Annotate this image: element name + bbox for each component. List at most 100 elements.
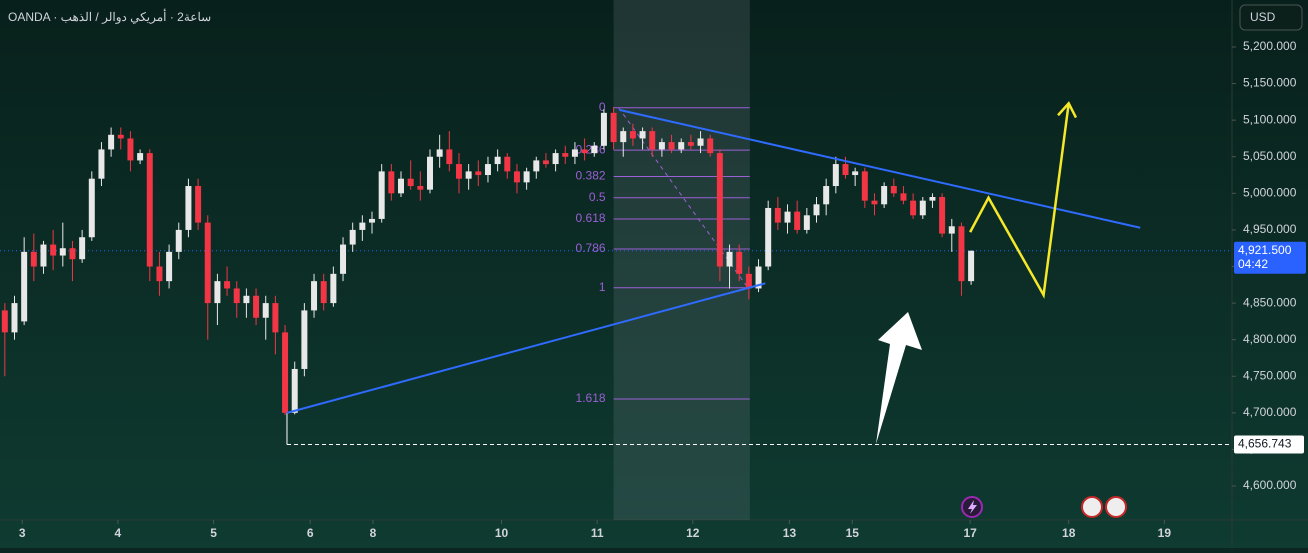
candle-body	[881, 186, 888, 205]
candle-body	[900, 193, 907, 201]
candle-body	[794, 211, 801, 230]
x-tick-label: 10	[495, 526, 509, 540]
candle-body	[30, 251, 37, 267]
x-tick-label: 19	[1158, 526, 1172, 540]
candle-body	[765, 207, 772, 267]
candle-body	[803, 215, 810, 230]
candle-body	[369, 218, 376, 223]
y-tick-label: 4,600.000	[1243, 478, 1297, 492]
candle-body	[861, 171, 868, 201]
candle-body	[320, 281, 327, 304]
y-tick-label: 5,050.000	[1243, 149, 1297, 163]
candle-body	[117, 134, 124, 139]
event-flag[interactable]	[1081, 496, 1103, 518]
candle-body	[890, 186, 897, 194]
candle-body	[378, 171, 385, 219]
candle-body	[388, 171, 395, 194]
fib-label: 0	[599, 100, 606, 114]
candle-body	[832, 164, 839, 187]
candle-body	[639, 131, 646, 139]
x-tick-label: 17	[963, 526, 977, 540]
candle-body	[59, 248, 66, 256]
candle-body	[185, 186, 192, 230]
projection-arrowhead	[1057, 101, 1078, 119]
candle-body	[745, 273, 752, 289]
candle-body	[948, 226, 955, 234]
candle-body	[11, 303, 18, 333]
candle-body	[813, 204, 820, 216]
fib-label: 1.618	[576, 391, 606, 405]
candle-body	[156, 266, 163, 282]
fib-label: 0.382	[576, 169, 606, 183]
y-tick-label: 4,950.000	[1243, 222, 1297, 236]
y-tick-label: 4,800.000	[1243, 332, 1297, 346]
candle-body	[272, 303, 279, 333]
candle-body	[668, 142, 675, 150]
candle-body	[291, 368, 298, 413]
fib-label: 0.618	[576, 211, 606, 225]
fib-label: 0.786	[576, 241, 606, 255]
candle-body	[349, 229, 356, 245]
x-tick-label: 11	[591, 526, 604, 540]
candle-body	[475, 171, 482, 176]
candle-body	[253, 295, 260, 318]
candle-body	[600, 112, 607, 146]
candle-body	[523, 171, 530, 183]
x-tick-label: 6	[307, 526, 314, 540]
candle-body	[137, 153, 144, 161]
candle-body	[426, 156, 433, 190]
candle-body	[79, 237, 86, 260]
candle-body	[407, 178, 414, 187]
fib-label: 1	[599, 280, 606, 294]
candle-body	[484, 164, 491, 176]
candle-body	[166, 251, 173, 282]
candle-body	[784, 211, 791, 223]
candle-body	[195, 186, 202, 223]
level-label: 4,656.743	[1238, 437, 1292, 451]
candle-body	[910, 200, 917, 216]
y-tick-label: 5,150.000	[1243, 76, 1297, 90]
x-tick-label: 13	[783, 526, 797, 540]
candle-body	[707, 138, 714, 154]
candle-body	[929, 196, 936, 201]
x-tick-label: 5	[210, 526, 217, 540]
candle-body	[620, 131, 627, 143]
y-tick-label: 5,200.000	[1243, 39, 1297, 53]
candle-body	[233, 288, 240, 304]
last-price-label: 4,921.500	[1238, 243, 1292, 257]
y-tick-label: 4,850.000	[1243, 295, 1297, 309]
candle-body	[542, 160, 549, 165]
y-tick-label: 4,700.000	[1243, 405, 1297, 419]
candle-body	[446, 149, 453, 165]
trendline	[619, 108, 1141, 229]
candle-body	[417, 186, 424, 190]
candle-body	[581, 149, 588, 154]
candle-body	[716, 153, 723, 267]
candle-body	[1, 310, 8, 333]
currency-button[interactable]	[1239, 4, 1303, 31]
candle-body	[224, 281, 231, 289]
currency-label[interactable]: USD	[1250, 10, 1276, 24]
candle-body	[50, 244, 57, 256]
candle-body	[726, 251, 733, 267]
candle-body	[939, 196, 946, 234]
level-tag	[1234, 435, 1304, 454]
candle-body	[562, 153, 569, 157]
event-flag[interactable]	[1105, 496, 1127, 518]
candle-body	[687, 142, 694, 146]
x-tick-label: 12	[686, 526, 700, 540]
candle-body	[678, 142, 685, 150]
y-tick-label: 4,750.000	[1243, 368, 1297, 382]
candle-body	[697, 138, 704, 146]
candle-body	[40, 244, 47, 267]
candle-body	[311, 281, 318, 311]
candle-body	[571, 149, 578, 157]
x-tick-label: 18	[1062, 526, 1076, 540]
candle-body	[658, 142, 665, 150]
fib-anchor	[618, 107, 749, 289]
candle-body	[214, 281, 221, 304]
candle-body	[301, 310, 308, 369]
candle-body	[330, 273, 337, 304]
